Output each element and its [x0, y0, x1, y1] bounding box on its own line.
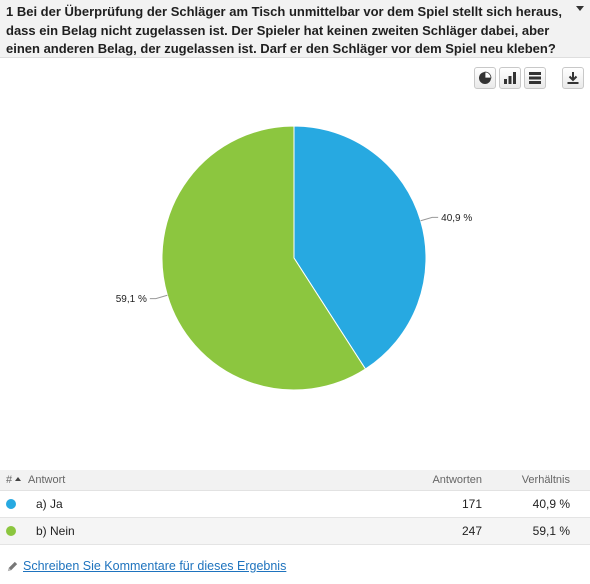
answer-ratio: 40,9 %	[500, 490, 590, 518]
pie-chart-area: 40,9 % 59,1 %	[0, 92, 590, 464]
legend-dot-icon	[6, 498, 16, 509]
bar-chart-button[interactable]	[499, 67, 521, 89]
answer-column-header[interactable]: Antwort	[22, 470, 410, 491]
pie-chart-icon	[479, 71, 492, 84]
question-title: 1 Bei der Überprüfung der Schläger am Ti…	[6, 4, 563, 56]
answer-label: a) Ja	[36, 496, 63, 511]
label-connector-0	[420, 216, 439, 222]
pie-slice-1[interactable]	[161, 125, 367, 391]
sort-asc-icon	[15, 476, 22, 481]
answer-count: 171	[410, 490, 500, 518]
pie-chart-button[interactable]	[474, 67, 496, 89]
table-view-button[interactable]	[524, 67, 546, 89]
ratio-column-header[interactable]: Verhältnis	[500, 470, 590, 491]
results-table: # Antwort Antworten Verhältnis a) Ja 171…	[0, 470, 590, 545]
comment-link-row: Schreiben Sie Kommentare für dieses Erge…	[6, 559, 286, 573]
count-column-header[interactable]: Antworten	[410, 470, 500, 491]
table-row: b) Nein 247 59,1 %	[0, 517, 590, 545]
table-header-row: # Antwort Antworten Verhältnis	[0, 470, 590, 491]
collapse-caret-icon[interactable]	[576, 6, 584, 11]
table-icon	[529, 72, 541, 84]
download-button[interactable]	[562, 67, 584, 89]
index-column-header[interactable]: #	[0, 470, 22, 491]
pie-chart: 40,9 % 59,1 %	[116, 125, 472, 391]
pie-data-label-0: 40,9 %	[441, 213, 472, 224]
answer-count: 247	[410, 517, 500, 545]
label-connector-1	[149, 294, 168, 300]
answer-ratio: 59,1 %	[500, 517, 590, 545]
bar-chart-icon	[504, 72, 516, 84]
index-header-label: #	[6, 473, 13, 486]
download-icon	[567, 72, 579, 84]
legend-dot-icon	[6, 525, 16, 536]
answer-label: b) Nein	[36, 523, 75, 538]
table-row: a) Ja 171 40,9 %	[0, 490, 590, 518]
question-header: 1 Bei der Überprüfung der Schläger am Ti…	[0, 0, 590, 58]
pie-data-label-1: 59,1 %	[116, 294, 147, 305]
pencil-icon	[7, 561, 18, 571]
write-comment-link[interactable]: Schreiben Sie Kommentare für dieses Erge…	[23, 559, 287, 573]
